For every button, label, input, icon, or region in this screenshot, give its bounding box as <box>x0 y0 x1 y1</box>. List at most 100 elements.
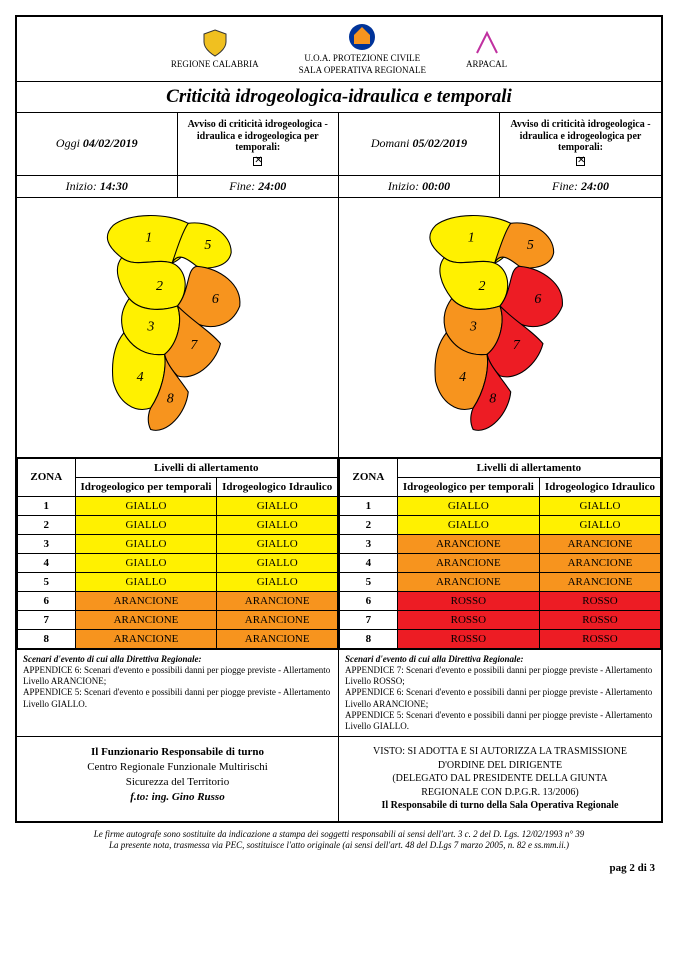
table-header-row: ZONALivelli di allertamento <box>18 458 338 477</box>
cell-level-idraulico: ROSSO <box>539 610 660 629</box>
table-row: 1GIALLOGIALLO <box>340 496 661 515</box>
cell-level-temporali: GIALLO <box>397 515 539 534</box>
footnote-line: La presente nota, trasmessa via PEC, sos… <box>109 840 569 850</box>
cell-level-idraulico: ARANCIONE <box>217 629 338 648</box>
cell-zone: 1 <box>18 496 76 515</box>
logo-label: U.O.A. PROTEZIONE CIVILE <box>304 54 420 64</box>
cell-level-temporali: ROSSO <box>397 610 539 629</box>
zone-label: 5 <box>204 238 211 253</box>
cell-level-temporali: ARANCIONE <box>75 629 217 648</box>
cell-zone: 2 <box>340 515 398 534</box>
cell-level-idraulico: ARANCIONE <box>539 572 660 591</box>
cell-zone: 4 <box>18 553 76 572</box>
cell-level-idraulico: ARANCIONE <box>217 610 338 629</box>
zone-label: 3 <box>469 319 477 334</box>
cell-level-idraulico: ROSSO <box>539 629 660 648</box>
cell-level-temporali: ROSSO <box>397 591 539 610</box>
zone-label: 7 <box>190 337 198 352</box>
cell-level-idraulico: GIALLO <box>217 553 338 572</box>
cell-zone: 5 <box>340 572 398 591</box>
logo-label: ARPACAL <box>466 60 507 70</box>
calabria-map: 12345678 <box>345 204 655 451</box>
logo-regione: REGIONE CALABRIA <box>171 28 259 70</box>
page-number: pag 2 di 3 <box>15 858 663 874</box>
cell-zone: 7 <box>18 610 76 629</box>
table-row: 4ARANCIONEARANCIONE <box>340 553 661 572</box>
cell-level-temporali: GIALLO <box>75 553 217 572</box>
cell-level-temporali: ARANCIONE <box>397 553 539 572</box>
logos-row: REGIONE CALABRIA U.O.A. PROTEZIONE CIVIL… <box>17 17 661 81</box>
table-row: 5ARANCIONEARANCIONE <box>340 572 661 591</box>
time-row: Inizio: 00:00Fine: 24:00 <box>339 176 661 198</box>
date-row: Oggi 04/02/2019Avviso di criticità idrog… <box>17 113 338 176</box>
sig-line: Centro Regionale Funzionale Multirischi <box>87 761 268 773</box>
cell-level-temporali: GIALLO <box>75 496 217 515</box>
fine-cell: Fine: 24:00 <box>500 176 661 197</box>
sig-line: Il Funzionario Responsabile di turno <box>91 746 264 758</box>
date-row: Domani 05/02/2019Avviso di criticità idr… <box>339 113 661 176</box>
table-row: 3ARANCIONEARANCIONE <box>340 534 661 553</box>
zone-label: 8 <box>167 391 174 406</box>
th-livelli: Livelli di allertamento <box>397 458 660 477</box>
cell-level-temporali: ARANCIONE <box>75 610 217 629</box>
scenario-line: APPENDICE 6: Scenari d'evento e possibil… <box>345 687 652 708</box>
zone-label: 2 <box>156 278 163 293</box>
zone-label: 4 <box>137 370 144 385</box>
cell-level-idraulico: GIALLO <box>217 496 338 515</box>
map-wrap: 12345678 <box>339 198 661 458</box>
page-title: Criticità idrogeologica-idraulica e temp… <box>17 81 661 113</box>
cell-level-idraulico: GIALLO <box>539 496 660 515</box>
table-row: 6ARANCIONEARANCIONE <box>18 591 338 610</box>
cell-zone: 7 <box>340 610 398 629</box>
cell-level-idraulico: ROSSO <box>539 591 660 610</box>
logo-protezione: U.O.A. PROTEZIONE CIVILE SALA OPERATIVA … <box>299 22 426 76</box>
cell-level-idraulico: ARANCIONE <box>539 553 660 572</box>
table-row: 6ROSSOROSSO <box>340 591 661 610</box>
cell-zone: 8 <box>18 629 76 648</box>
alert-table: ZONALivelli di allertamentoIdrogeologico… <box>17 458 338 649</box>
th-zona: ZONA <box>340 458 398 496</box>
zone-label: 1 <box>468 230 475 245</box>
cell-level-temporali: GIALLO <box>397 496 539 515</box>
bulletin-sheet: REGIONE CALABRIA U.O.A. PROTEZIONE CIVIL… <box>15 15 663 823</box>
cell-zone: 6 <box>18 591 76 610</box>
logo-label: SALA OPERATIVA REGIONALE <box>299 66 426 76</box>
zone-label: 7 <box>513 337 521 352</box>
cell-zone: 4 <box>340 553 398 572</box>
cell-level-temporali: ROSSO <box>397 629 539 648</box>
table-row: 3GIALLOGIALLO <box>18 534 338 553</box>
alert-table: ZONALivelli di allertamentoIdrogeologico… <box>339 458 661 649</box>
arpacal-icon <box>472 28 502 58</box>
signature-left: Il Funzionario Responsabile di turno Cen… <box>17 737 339 821</box>
logo-label: REGIONE CALABRIA <box>171 60 259 70</box>
table-row: 7ROSSOROSSO <box>340 610 661 629</box>
table-row: 4GIALLOGIALLO <box>18 553 338 572</box>
cell-level-idraulico: GIALLO <box>217 515 338 534</box>
cell-level-idraulico: GIALLO <box>217 534 338 553</box>
th-col2: Idrogeologico Idraulico <box>539 477 660 496</box>
sig-line: D'ORDINE DEL DIRIGENTE <box>438 760 562 771</box>
inizio-cell: Inizio: 14:30 <box>17 176 178 197</box>
table-header-row: ZONALivelli di allertamento <box>340 458 661 477</box>
avviso-cell: Avviso di criticità idrogeologica - idra… <box>178 113 339 175</box>
table-row: 2GIALLOGIALLO <box>18 515 338 534</box>
calabria-map: 12345678 <box>23 204 332 451</box>
th-col1: Idrogeologico per temporali <box>75 477 217 496</box>
cell-level-temporali: GIALLO <box>75 515 217 534</box>
scenario-block: Scenari d'evento di cui alla Direttiva R… <box>17 649 338 721</box>
table-row: 1GIALLOGIALLO <box>18 496 338 515</box>
scenario-line: APPENDICE 5: Scenari d'evento e possibil… <box>345 710 652 731</box>
sig-line: VISTO: SI ADOTTA E SI AUTORIZZA LA TRASM… <box>373 746 627 757</box>
cell-zone: 2 <box>18 515 76 534</box>
signature-right: VISTO: SI ADOTTA E SI AUTORIZZA LA TRASM… <box>339 737 661 821</box>
inizio-cell: Inizio: 00:00 <box>339 176 500 197</box>
scenario-block: Scenari d'evento di cui alla Direttiva R… <box>339 649 661 737</box>
cell-level-idraulico: GIALLO <box>539 515 660 534</box>
date-label: Oggi 04/02/2019 <box>17 113 178 175</box>
th-col2: Idrogeologico Idraulico <box>217 477 338 496</box>
zone-label: 5 <box>527 238 534 253</box>
sig-line: Sicurezza del Territorio <box>126 776 229 788</box>
checked-icon <box>253 157 262 166</box>
table-row: 8ROSSOROSSO <box>340 629 661 648</box>
avviso-cell: Avviso di criticità idrogeologica - idra… <box>500 113 661 175</box>
